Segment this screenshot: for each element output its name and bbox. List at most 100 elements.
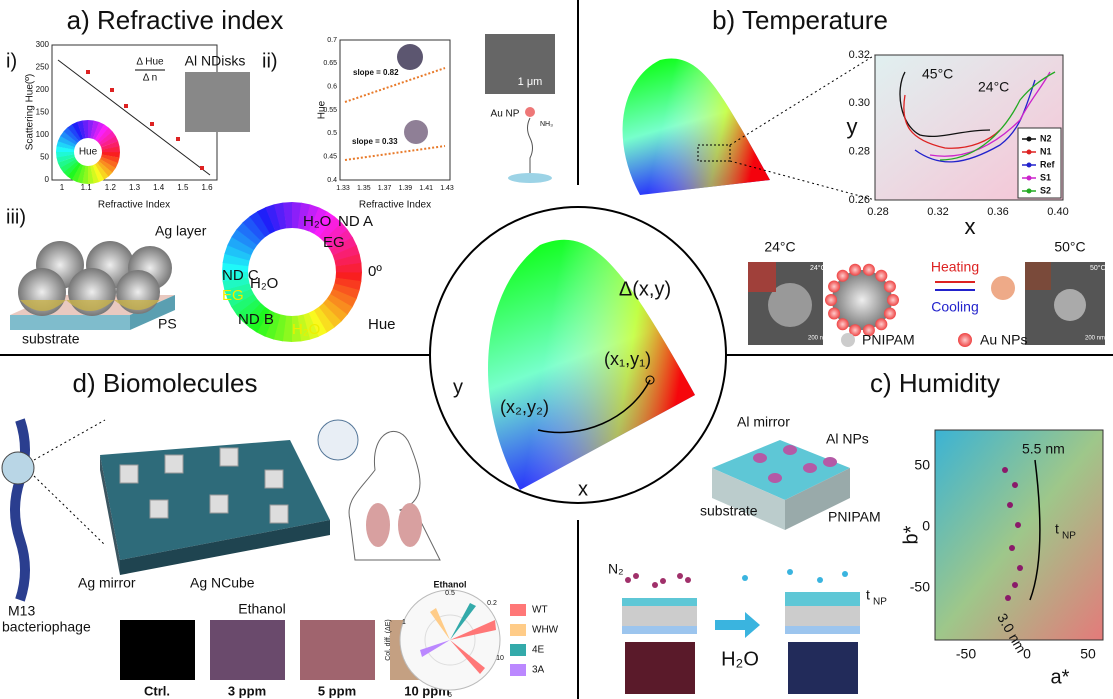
layer	[785, 606, 860, 626]
zoom-line	[729, 160, 876, 201]
ring-label: EG	[323, 234, 345, 251]
gas-molecules	[625, 573, 691, 588]
formula: Δ n	[143, 73, 157, 84]
axis-label: y	[453, 376, 463, 398]
ring-segment	[82, 165, 88, 184]
collapsed-particle	[991, 276, 1015, 300]
legend-label: Au NPs	[980, 332, 1027, 348]
legend-label: 4E	[532, 645, 545, 656]
layer	[622, 626, 697, 634]
au-np	[828, 280, 841, 293]
axis-label: x	[578, 478, 588, 500]
legend-symbol	[841, 333, 855, 347]
annotation: (x₁,y₁)	[604, 349, 651, 369]
ring-segment	[222, 253, 250, 267]
ring-segment	[308, 310, 327, 337]
ring-segment	[63, 127, 80, 143]
ring-segment	[56, 154, 75, 163]
swatch	[210, 620, 285, 680]
ring-segment	[236, 222, 262, 246]
tick-label: 0.28	[849, 146, 870, 158]
ring-segment	[242, 216, 266, 241]
ring-segment	[335, 272, 362, 282]
swatch-label: Ctrl.	[144, 683, 170, 698]
ring-segment	[63, 160, 79, 177]
legend-swatch	[510, 604, 526, 616]
legend-swatch	[510, 624, 526, 636]
ring-segment	[282, 315, 292, 342]
ring-segment	[82, 120, 89, 139]
color-dot	[404, 120, 428, 144]
label: M13	[8, 603, 35, 619]
ring-segment	[282, 202, 293, 229]
ring-segment	[60, 158, 78, 173]
phage-zoom	[1, 451, 35, 485]
ring-segment	[94, 162, 109, 180]
polar-axis-label: Col. diff. (ΔE)	[385, 619, 392, 661]
label: substrate	[22, 331, 80, 347]
polar-title: Ethanol	[434, 579, 467, 589]
label: N₂	[608, 561, 624, 577]
label: t	[866, 587, 870, 603]
legend-label: Ref	[1040, 159, 1056, 169]
tick-label: 0	[1023, 646, 1031, 662]
tick-label: 0.6	[327, 84, 337, 91]
legend-label: N2	[1040, 133, 1052, 143]
axis-label: Refractive Index	[359, 200, 431, 211]
tick-label: 0.26	[849, 194, 870, 206]
legend-label: N1	[1040, 146, 1052, 156]
tick-label: 0.55	[323, 107, 337, 114]
human	[348, 430, 441, 561]
legend-swatch	[510, 644, 526, 656]
panel-title: d) Biomolecules	[73, 368, 258, 398]
wheel-label: Hue	[79, 147, 98, 158]
ring-segment	[334, 277, 362, 291]
ring-segment	[303, 312, 319, 340]
ring-segment	[101, 154, 120, 164]
ring-segment	[303, 204, 320, 232]
tick-label: 200	[36, 85, 50, 94]
ring-segment	[330, 288, 357, 308]
ring-segment	[265, 204, 281, 232]
ring-segment	[222, 271, 249, 282]
point	[645, 375, 655, 385]
polar-tick: 10	[496, 655, 504, 662]
tick-label: 1.37	[378, 185, 392, 192]
ring-label: ND A	[338, 213, 373, 230]
tick-label: 50	[1080, 646, 1096, 662]
formula: Δ Hue	[136, 57, 164, 68]
ring-segment	[56, 151, 75, 158]
axis-label: Scattering Hue(º)	[25, 74, 36, 150]
data-points	[86, 70, 204, 170]
swatch-label: 5 ppm	[318, 683, 356, 698]
sem-particle	[768, 283, 812, 327]
tick-label: 1.6	[201, 183, 213, 192]
ring-label: EG	[222, 287, 244, 304]
plot-frame	[339, 39, 451, 181]
ring-label: ND C	[222, 267, 259, 284]
hue-ring	[222, 202, 362, 342]
au-np	[887, 294, 899, 306]
ring-segment	[67, 162, 81, 180]
legend-label: WT	[532, 605, 548, 616]
tick-label: 1.43	[440, 185, 454, 192]
arrow	[715, 612, 760, 638]
tick-label: -50	[910, 579, 930, 595]
ring-segment	[67, 124, 82, 142]
label: 24°C	[764, 239, 795, 255]
fit-line	[344, 145, 446, 161]
device	[712, 440, 850, 500]
sub-label: iii)	[6, 206, 26, 228]
ring-segment	[77, 120, 86, 139]
ring-segment	[249, 211, 271, 238]
panel-title: a) Refractive index	[67, 5, 284, 35]
legend-swatch	[510, 664, 526, 676]
ring-segment	[318, 303, 342, 328]
au-np	[836, 318, 849, 331]
ring-segment	[256, 310, 276, 337]
ring-segment	[224, 283, 252, 299]
tick-label: 0.65	[323, 60, 337, 67]
tick-label: 50	[40, 153, 49, 162]
annotation-sub: NP	[1062, 531, 1076, 542]
inset-label: Al NDisks	[185, 53, 246, 69]
